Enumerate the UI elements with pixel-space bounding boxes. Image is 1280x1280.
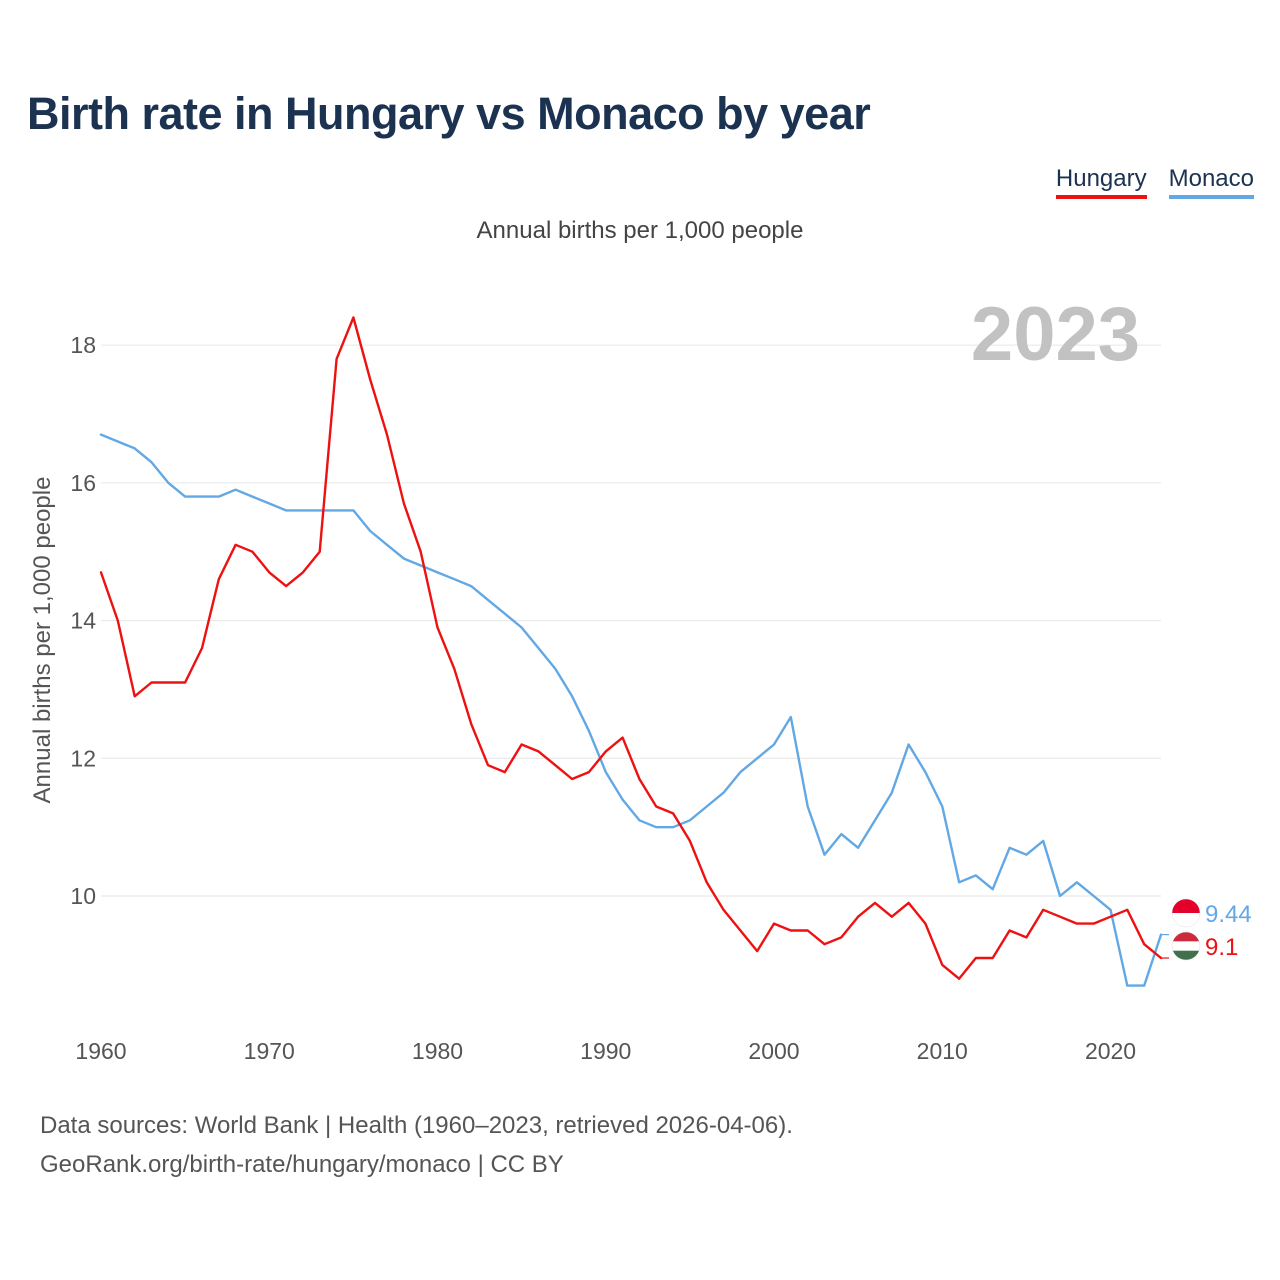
legend-item-hungary[interactable]: Hungary: [1055, 165, 1147, 199]
x-tick-label: 1960: [75, 1038, 126, 1064]
x-tick-label: 2010: [917, 1038, 968, 1064]
y-tick-label: 16: [70, 470, 96, 496]
y-tick-label: 14: [70, 608, 96, 634]
y-axis-ticks: 10 12 14 16 18: [70, 332, 96, 909]
legend-item-monaco[interactable]: Monaco: [1168, 165, 1254, 199]
y-tick-label: 10: [70, 883, 96, 909]
chart-subtitle: Annual births per 1,000 people: [476, 217, 804, 244]
x-tick-label: 1980: [412, 1038, 463, 1064]
monaco-flag-icon: [1172, 899, 1200, 927]
source-line-2[interactable]: GeoRank.org/birth-rate/hungary/monaco | …: [40, 1151, 564, 1178]
x-axis-ticks: 1960 1970 1980 1990 2000 2010 2020: [75, 1038, 1136, 1064]
year-watermark: 2023: [971, 292, 1140, 377]
chart-title: Birth rate in Hungary vs Monaco by year: [27, 88, 871, 139]
hungary-end-value: 9.1: [1205, 934, 1238, 961]
monaco-end-value: 9.44: [1205, 901, 1252, 928]
x-tick-label: 2000: [748, 1038, 799, 1064]
source-note: Data sources: World Bank | Health (1960–…: [40, 1106, 793, 1184]
series-line-hungary[interactable]: [99, 316, 1163, 980]
grid: [101, 344, 1161, 897]
hungary-flag-icon: [1172, 932, 1200, 960]
y-tick-label: 18: [70, 332, 96, 358]
series-lines: [99, 316, 1169, 987]
series-line-monaco[interactable]: [99, 433, 1163, 987]
source-line-1: Data sources: World Bank | Health (1960–…: [40, 1112, 793, 1139]
legend: Hungary Monaco: [1055, 165, 1254, 199]
y-tick-label: 12: [70, 745, 96, 771]
x-tick-label: 2020: [1085, 1038, 1136, 1064]
end-markers: 9.44 9.1: [1171, 898, 1252, 961]
x-tick-label: 1970: [244, 1038, 295, 1064]
x-tick-label: 1990: [580, 1038, 631, 1064]
